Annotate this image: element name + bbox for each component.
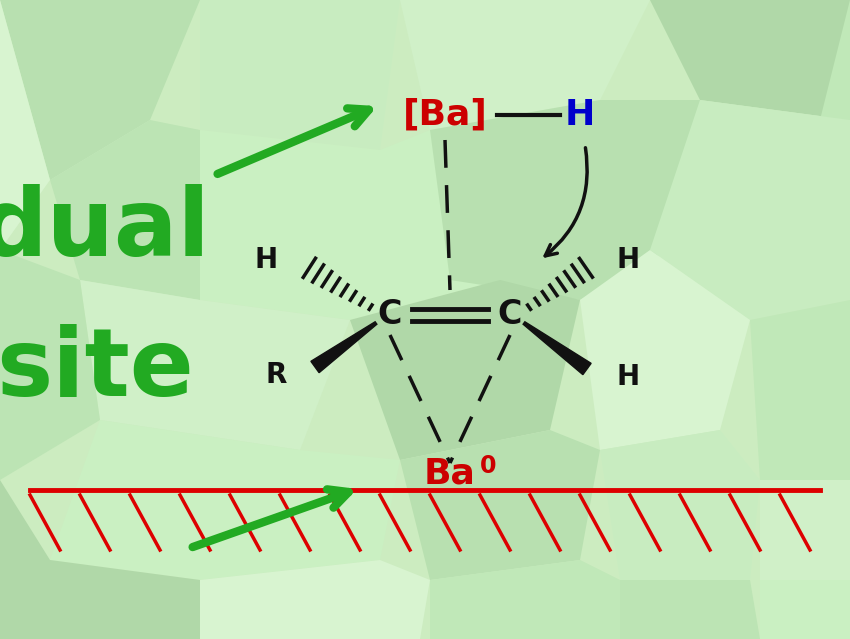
Text: [Ba]: [Ba] — [403, 98, 487, 132]
Text: Ba: Ba — [424, 456, 476, 490]
Polygon shape — [620, 580, 760, 639]
Polygon shape — [50, 420, 400, 580]
Polygon shape — [0, 250, 100, 480]
Polygon shape — [200, 130, 500, 320]
Text: 0: 0 — [479, 454, 496, 478]
Text: H: H — [564, 98, 595, 132]
Polygon shape — [200, 0, 400, 150]
Polygon shape — [80, 280, 350, 450]
Text: H: H — [617, 363, 640, 391]
Polygon shape — [400, 0, 650, 130]
Polygon shape — [311, 322, 377, 373]
Polygon shape — [523, 322, 591, 374]
Polygon shape — [760, 580, 850, 639]
Text: dual: dual — [0, 184, 211, 276]
Polygon shape — [650, 0, 850, 120]
Polygon shape — [580, 250, 750, 450]
Polygon shape — [650, 100, 850, 320]
Polygon shape — [350, 280, 580, 460]
Text: H: H — [255, 246, 278, 274]
Text: H: H — [617, 246, 640, 274]
Polygon shape — [430, 560, 620, 639]
Polygon shape — [750, 300, 850, 480]
Text: site: site — [0, 324, 194, 416]
Text: R: R — [265, 361, 287, 389]
Text: C: C — [498, 298, 522, 332]
Polygon shape — [430, 100, 720, 300]
Polygon shape — [600, 430, 760, 580]
Polygon shape — [760, 480, 850, 639]
Polygon shape — [0, 480, 200, 639]
Text: C: C — [377, 298, 402, 332]
Polygon shape — [50, 120, 300, 300]
Polygon shape — [800, 0, 850, 200]
Polygon shape — [200, 560, 430, 639]
Polygon shape — [0, 0, 50, 250]
Polygon shape — [400, 430, 600, 580]
Polygon shape — [0, 0, 200, 180]
